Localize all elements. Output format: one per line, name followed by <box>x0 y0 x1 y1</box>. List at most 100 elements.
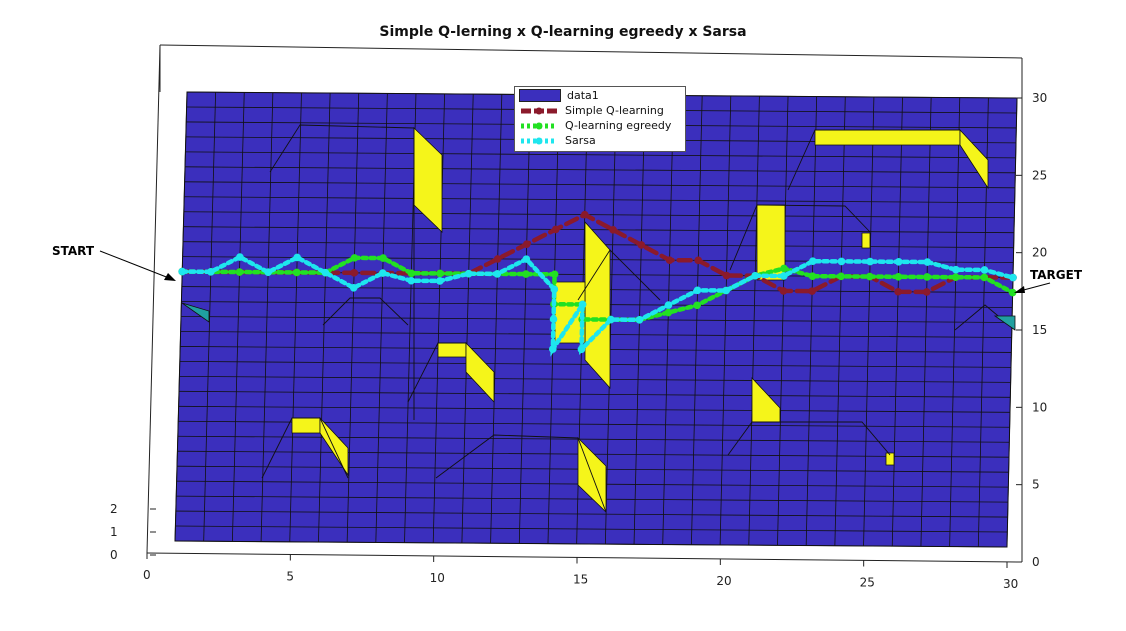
series-point-0 <box>779 287 788 295</box>
legend-item-simple-q: Simple Q-learning <box>519 103 664 118</box>
grid-col-line <box>375 93 388 543</box>
series-point-1 <box>1008 288 1017 297</box>
series-point-2 <box>550 285 559 294</box>
grid-col-line <box>691 95 703 545</box>
series-point-2 <box>549 315 558 323</box>
series-point-1 <box>550 270 559 279</box>
legend-item-data1: data1 <box>519 88 599 103</box>
series-point-2 <box>635 316 644 324</box>
series-point-1 <box>780 264 788 273</box>
grid-col-line <box>834 96 846 546</box>
series-point-2 <box>578 300 587 309</box>
series-point-2 <box>980 266 989 274</box>
series-point-1 <box>951 273 960 281</box>
series-point-2 <box>464 269 473 278</box>
series-point-0 <box>637 241 646 249</box>
axis-ticks: 0 5 10 15 20 25 30 0 5 10 15 20 25 30 0 1 2 <box>110 91 1047 591</box>
grid-col-line <box>719 95 732 545</box>
obstacle-face <box>959 128 989 190</box>
y-tick-label: 25 <box>1032 168 1047 182</box>
series-point-2 <box>866 257 874 266</box>
grid-row-line <box>179 375 1011 383</box>
series-point-1 <box>693 301 701 310</box>
series-point-2 <box>894 258 903 266</box>
y-tick-label: 5 <box>1032 478 1040 492</box>
series-point-0 <box>694 256 703 265</box>
series-point-1 <box>522 270 530 278</box>
series-point-1 <box>865 272 874 281</box>
legend-label: Q-learning egreedy <box>565 119 672 132</box>
start-label: START <box>52 244 95 258</box>
start-patch <box>181 302 210 323</box>
series-point-1 <box>235 268 244 276</box>
series-point-0 <box>350 269 358 277</box>
legend-swatch-q-egreedy <box>521 122 557 129</box>
legend-label: data1 <box>567 89 599 102</box>
series-point-2 <box>751 271 759 280</box>
obstacle-face <box>861 232 871 249</box>
legend-swatch-simple-q <box>521 107 557 114</box>
x-tick-label: 10 <box>430 571 445 585</box>
legend-item-sarsa: Sarsa <box>519 133 596 148</box>
grid-row-line <box>178 405 1011 413</box>
grid-row-line <box>177 435 1010 443</box>
grid-row-line <box>184 166 1016 174</box>
y-tick-label: 30 <box>1032 91 1047 105</box>
grid-col-line <box>891 97 903 547</box>
z-tick-label: 2 <box>110 502 118 516</box>
series-point-2 <box>809 257 817 265</box>
block-edge <box>577 249 661 301</box>
series-point-2 <box>693 286 702 295</box>
series-point-2 <box>493 270 502 278</box>
series-point-0 <box>665 256 674 264</box>
grid-row-line <box>183 226 1015 234</box>
series-point-1 <box>379 254 387 262</box>
block-edge <box>727 421 891 456</box>
y-tick-label: 15 <box>1032 323 1047 337</box>
series-point-2 <box>207 268 215 276</box>
grid-col-line <box>461 94 474 544</box>
series-point-1 <box>436 269 444 278</box>
block-edge <box>407 342 466 403</box>
block-edge <box>787 129 960 191</box>
series-point-2 <box>378 269 387 277</box>
target-label: TARGET <box>1030 268 1083 282</box>
x-tick-label: 15 <box>573 573 588 587</box>
series-point-2 <box>577 345 586 354</box>
grid-row-line <box>175 525 1008 533</box>
series-point-0 <box>522 240 531 248</box>
series-point-2 <box>522 255 531 263</box>
grid-col-line <box>490 94 503 544</box>
obstacle-blocks <box>181 124 1016 513</box>
grid-col-line <box>518 94 531 544</box>
series-point-2 <box>780 272 788 280</box>
grid-col-line <box>805 96 818 546</box>
legend-swatch-surface <box>519 89 561 102</box>
series-point-0 <box>722 271 731 280</box>
grid-col-line <box>318 93 331 543</box>
grid-col-line <box>289 92 302 542</box>
x-tick-label: 30 <box>1003 577 1018 591</box>
series-point-0 <box>894 287 902 296</box>
start-annotation: START <box>52 244 176 281</box>
y-tick-label: 20 <box>1032 246 1047 260</box>
series-point-2 <box>349 284 358 292</box>
z-tick-label: 1 <box>110 525 118 539</box>
legend: data1 Simple Q-learning Q-learning egree… <box>514 86 686 152</box>
x-tick-label: 20 <box>716 574 731 588</box>
series-point-2 <box>436 277 444 285</box>
series-point-1 <box>980 273 989 282</box>
series-point-2 <box>952 265 960 274</box>
block-edge <box>261 417 349 479</box>
series-point-1 <box>837 272 845 281</box>
series-point-0 <box>493 255 502 263</box>
series-point-2 <box>293 253 301 262</box>
x-tick-label: 0 <box>143 568 151 582</box>
grid-col-line <box>174 91 188 542</box>
grid-col-line <box>432 93 445 543</box>
series-point-1 <box>664 308 673 317</box>
grid-col-line <box>863 96 875 546</box>
grid-col-line <box>949 97 961 547</box>
series-point-1 <box>292 268 301 277</box>
